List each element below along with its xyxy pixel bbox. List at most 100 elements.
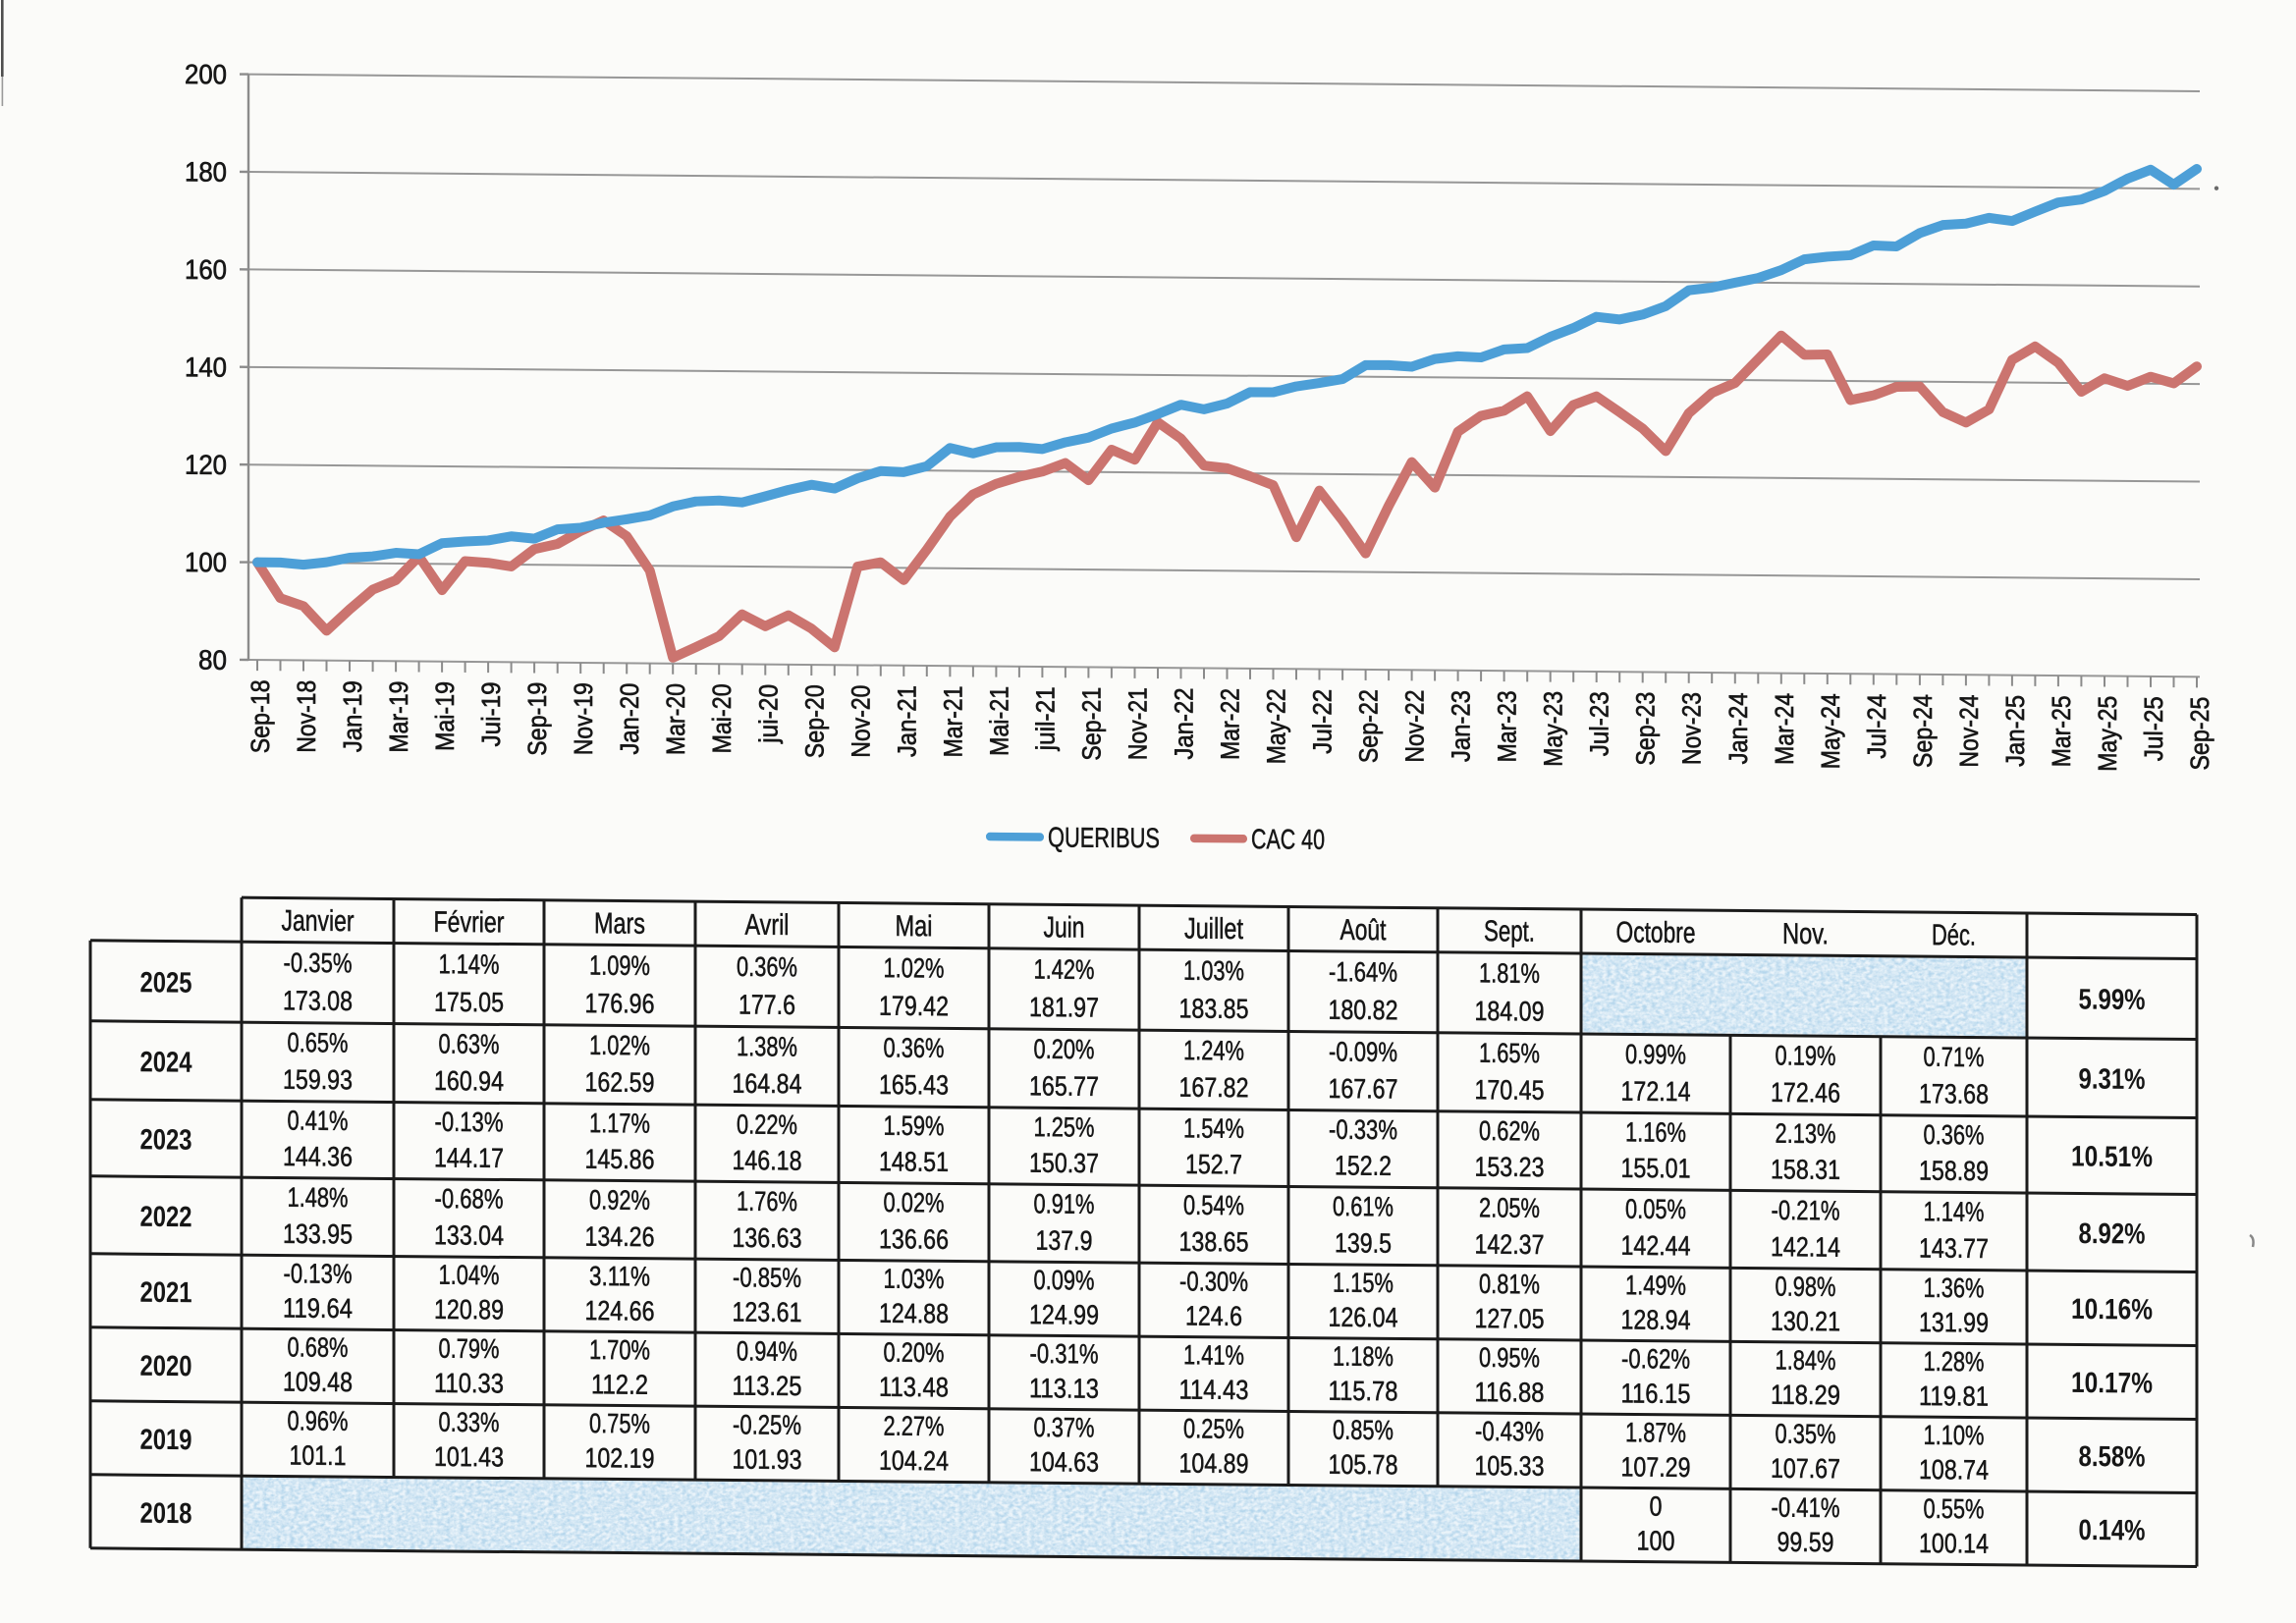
svg-text:Sep-25: Sep-25 [2185, 696, 2214, 770]
svg-text:170.45: 170.45 [1474, 1074, 1544, 1106]
svg-text:136.63: 136.63 [733, 1222, 802, 1254]
svg-text:99.59: 99.59 [1777, 1527, 1833, 1558]
svg-text:Nov-24: Nov-24 [1954, 694, 1984, 767]
svg-text:144.36: 144.36 [283, 1141, 353, 1172]
svg-text:Mars: Mars [594, 907, 645, 940]
svg-text:116.88: 116.88 [1474, 1377, 1544, 1408]
svg-text:Nov-23: Nov-23 [1677, 692, 1707, 765]
svg-text:1.14%: 1.14% [1924, 1196, 1985, 1227]
svg-text:Mai-21: Mai-21 [984, 686, 1013, 756]
svg-text:113.48: 113.48 [879, 1372, 949, 1403]
svg-text:1.02%: 1.02% [884, 952, 945, 984]
svg-text:1.49%: 1.49% [1625, 1270, 1686, 1301]
svg-text:126.04: 126.04 [1329, 1302, 1398, 1333]
svg-text:Janvier: Janvier [282, 905, 355, 939]
svg-text:0.79%: 0.79% [439, 1333, 500, 1365]
svg-text:1.24%: 1.24% [1183, 1035, 1244, 1066]
svg-text:1.14%: 1.14% [439, 948, 500, 980]
svg-text:Jul-22: Jul-22 [1308, 689, 1338, 754]
svg-text:2025: 2025 [140, 966, 192, 999]
svg-text:124.6: 124.6 [1185, 1301, 1242, 1332]
svg-text:Juillet: Juillet [1184, 913, 1244, 947]
svg-text:0.33%: 0.33% [439, 1407, 500, 1438]
svg-text:Nov-19: Nov-19 [569, 682, 598, 755]
svg-text:Jul-23: Jul-23 [1585, 691, 1614, 756]
svg-text:jui-20: jui-20 [753, 684, 783, 744]
svg-text:Nov.: Nov. [1782, 918, 1829, 950]
svg-text:10.17%: 10.17% [2071, 1367, 2153, 1400]
svg-text:133.95: 133.95 [283, 1218, 353, 1250]
svg-text:0.09%: 0.09% [1034, 1265, 1095, 1296]
svg-text:8.58%: 8.58% [2079, 1440, 2146, 1474]
svg-text:128.94: 128.94 [1621, 1304, 1691, 1335]
svg-text:Mar-24: Mar-24 [1770, 693, 1799, 765]
svg-text:119.64: 119.64 [283, 1293, 353, 1325]
svg-text:juil-21: juil-21 [1030, 686, 1060, 751]
svg-text:8.92%: 8.92% [2079, 1217, 2146, 1251]
svg-text:130.21: 130.21 [1771, 1306, 1840, 1337]
svg-text:Avril: Avril [745, 909, 790, 942]
svg-text:1.65%: 1.65% [1479, 1038, 1540, 1069]
svg-text:142.37: 142.37 [1474, 1229, 1544, 1261]
svg-text:Nov-21: Nov-21 [1123, 687, 1153, 760]
svg-text:164.84: 164.84 [733, 1068, 802, 1100]
svg-text:0.36%: 0.36% [884, 1032, 945, 1063]
svg-text:0.61%: 0.61% [1333, 1191, 1394, 1222]
svg-text:100: 100 [1637, 1526, 1675, 1556]
svg-text:Nov-22: Nov-22 [1400, 689, 1430, 762]
svg-text:100.14: 100.14 [1919, 1528, 1989, 1559]
svg-text:1.02%: 1.02% [589, 1030, 650, 1061]
svg-text:146.18: 146.18 [733, 1145, 802, 1176]
svg-text:107.29: 107.29 [1621, 1451, 1691, 1483]
svg-text:1.17%: 1.17% [589, 1108, 650, 1139]
svg-text:160: 160 [185, 254, 227, 285]
svg-text:2019: 2019 [140, 1424, 192, 1456]
svg-text:167.67: 167.67 [1329, 1073, 1398, 1105]
svg-text:QUERIBUS: QUERIBUS [1048, 822, 1160, 854]
svg-text:0.20%: 0.20% [1034, 1034, 1095, 1065]
svg-text:172.46: 172.46 [1771, 1077, 1840, 1109]
svg-text:1.03%: 1.03% [1183, 955, 1244, 987]
svg-text:Sep-22: Sep-22 [1354, 689, 1384, 763]
svg-text:1.41%: 1.41% [1183, 1339, 1244, 1371]
svg-text:2024: 2024 [140, 1046, 192, 1078]
svg-text:1.15%: 1.15% [1333, 1268, 1394, 1299]
svg-text:1.54%: 1.54% [1183, 1112, 1244, 1144]
svg-text:Jan-19: Jan-19 [338, 680, 367, 752]
svg-text:112.2: 112.2 [591, 1369, 648, 1400]
svg-text:1.42%: 1.42% [1034, 953, 1095, 985]
svg-text:110.33: 110.33 [434, 1368, 504, 1399]
svg-text:-0.41%: -0.41% [1772, 1492, 1840, 1524]
svg-text:159.93: 159.93 [283, 1064, 353, 1096]
svg-text:165.43: 165.43 [879, 1069, 949, 1101]
svg-text:175.05: 175.05 [434, 987, 504, 1018]
svg-text:1.81%: 1.81% [1479, 957, 1540, 989]
svg-text:145.86: 145.86 [585, 1144, 655, 1175]
svg-text:0.05%: 0.05% [1625, 1194, 1686, 1225]
svg-text:176.96: 176.96 [585, 988, 655, 1019]
svg-text:0.22%: 0.22% [737, 1109, 797, 1140]
svg-text:0.14%: 0.14% [2079, 1514, 2146, 1547]
svg-text:165.77: 165.77 [1029, 1070, 1099, 1102]
svg-text:0.68%: 0.68% [287, 1331, 348, 1363]
svg-text:104.63: 104.63 [1029, 1446, 1099, 1478]
svg-text:1.70%: 1.70% [589, 1334, 650, 1366]
svg-text:2022: 2022 [140, 1201, 192, 1233]
svg-text:160.94: 160.94 [434, 1065, 504, 1097]
svg-text:3.11%: 3.11% [589, 1261, 650, 1292]
svg-text:Mar-19: Mar-19 [384, 680, 413, 752]
svg-text:-0.68%: -0.68% [434, 1183, 503, 1215]
svg-text:0.71%: 0.71% [1924, 1042, 1985, 1073]
svg-text:177.6: 177.6 [738, 989, 795, 1020]
svg-text:114.43: 114.43 [1179, 1374, 1249, 1405]
svg-text:Février: Février [434, 906, 505, 940]
svg-text:1.25%: 1.25% [1034, 1111, 1095, 1143]
svg-text:-0.35%: -0.35% [284, 947, 353, 979]
svg-text:Jan-20: Jan-20 [615, 682, 644, 754]
svg-text:124.99: 124.99 [1029, 1299, 1099, 1330]
svg-text:105.33: 105.33 [1474, 1450, 1544, 1482]
svg-text:101.1: 101.1 [290, 1440, 347, 1472]
svg-text:150.37: 150.37 [1029, 1148, 1099, 1179]
svg-text:Mar-21: Mar-21 [938, 685, 967, 757]
svg-text:108.74: 108.74 [1919, 1454, 1989, 1486]
